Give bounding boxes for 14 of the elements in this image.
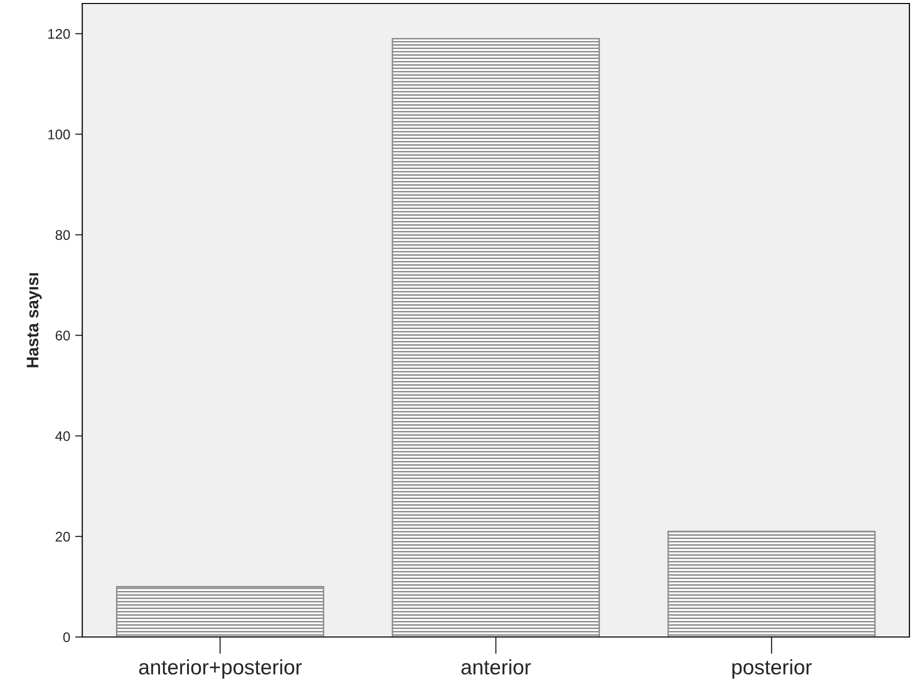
y-tick-label: 0 [63, 632, 70, 642]
y-tick-label: 100 [48, 130, 70, 140]
bar [116, 586, 324, 637]
y-tick-label: 120 [48, 29, 70, 39]
y-tick-label: 80 [56, 230, 70, 240]
y-tick-label: 20 [56, 532, 70, 542]
x-tick-label: anterior [461, 659, 531, 675]
y-tick-label: 60 [56, 330, 70, 341]
bar [667, 530, 876, 637]
y-tick-label: 40 [55, 431, 70, 442]
x-tick-label: anterior+posterior [139, 659, 302, 679]
bar [392, 38, 600, 637]
y-axis-title: Hasta sayısı [26, 273, 42, 368]
x-tick-label: posterior [732, 659, 812, 679]
